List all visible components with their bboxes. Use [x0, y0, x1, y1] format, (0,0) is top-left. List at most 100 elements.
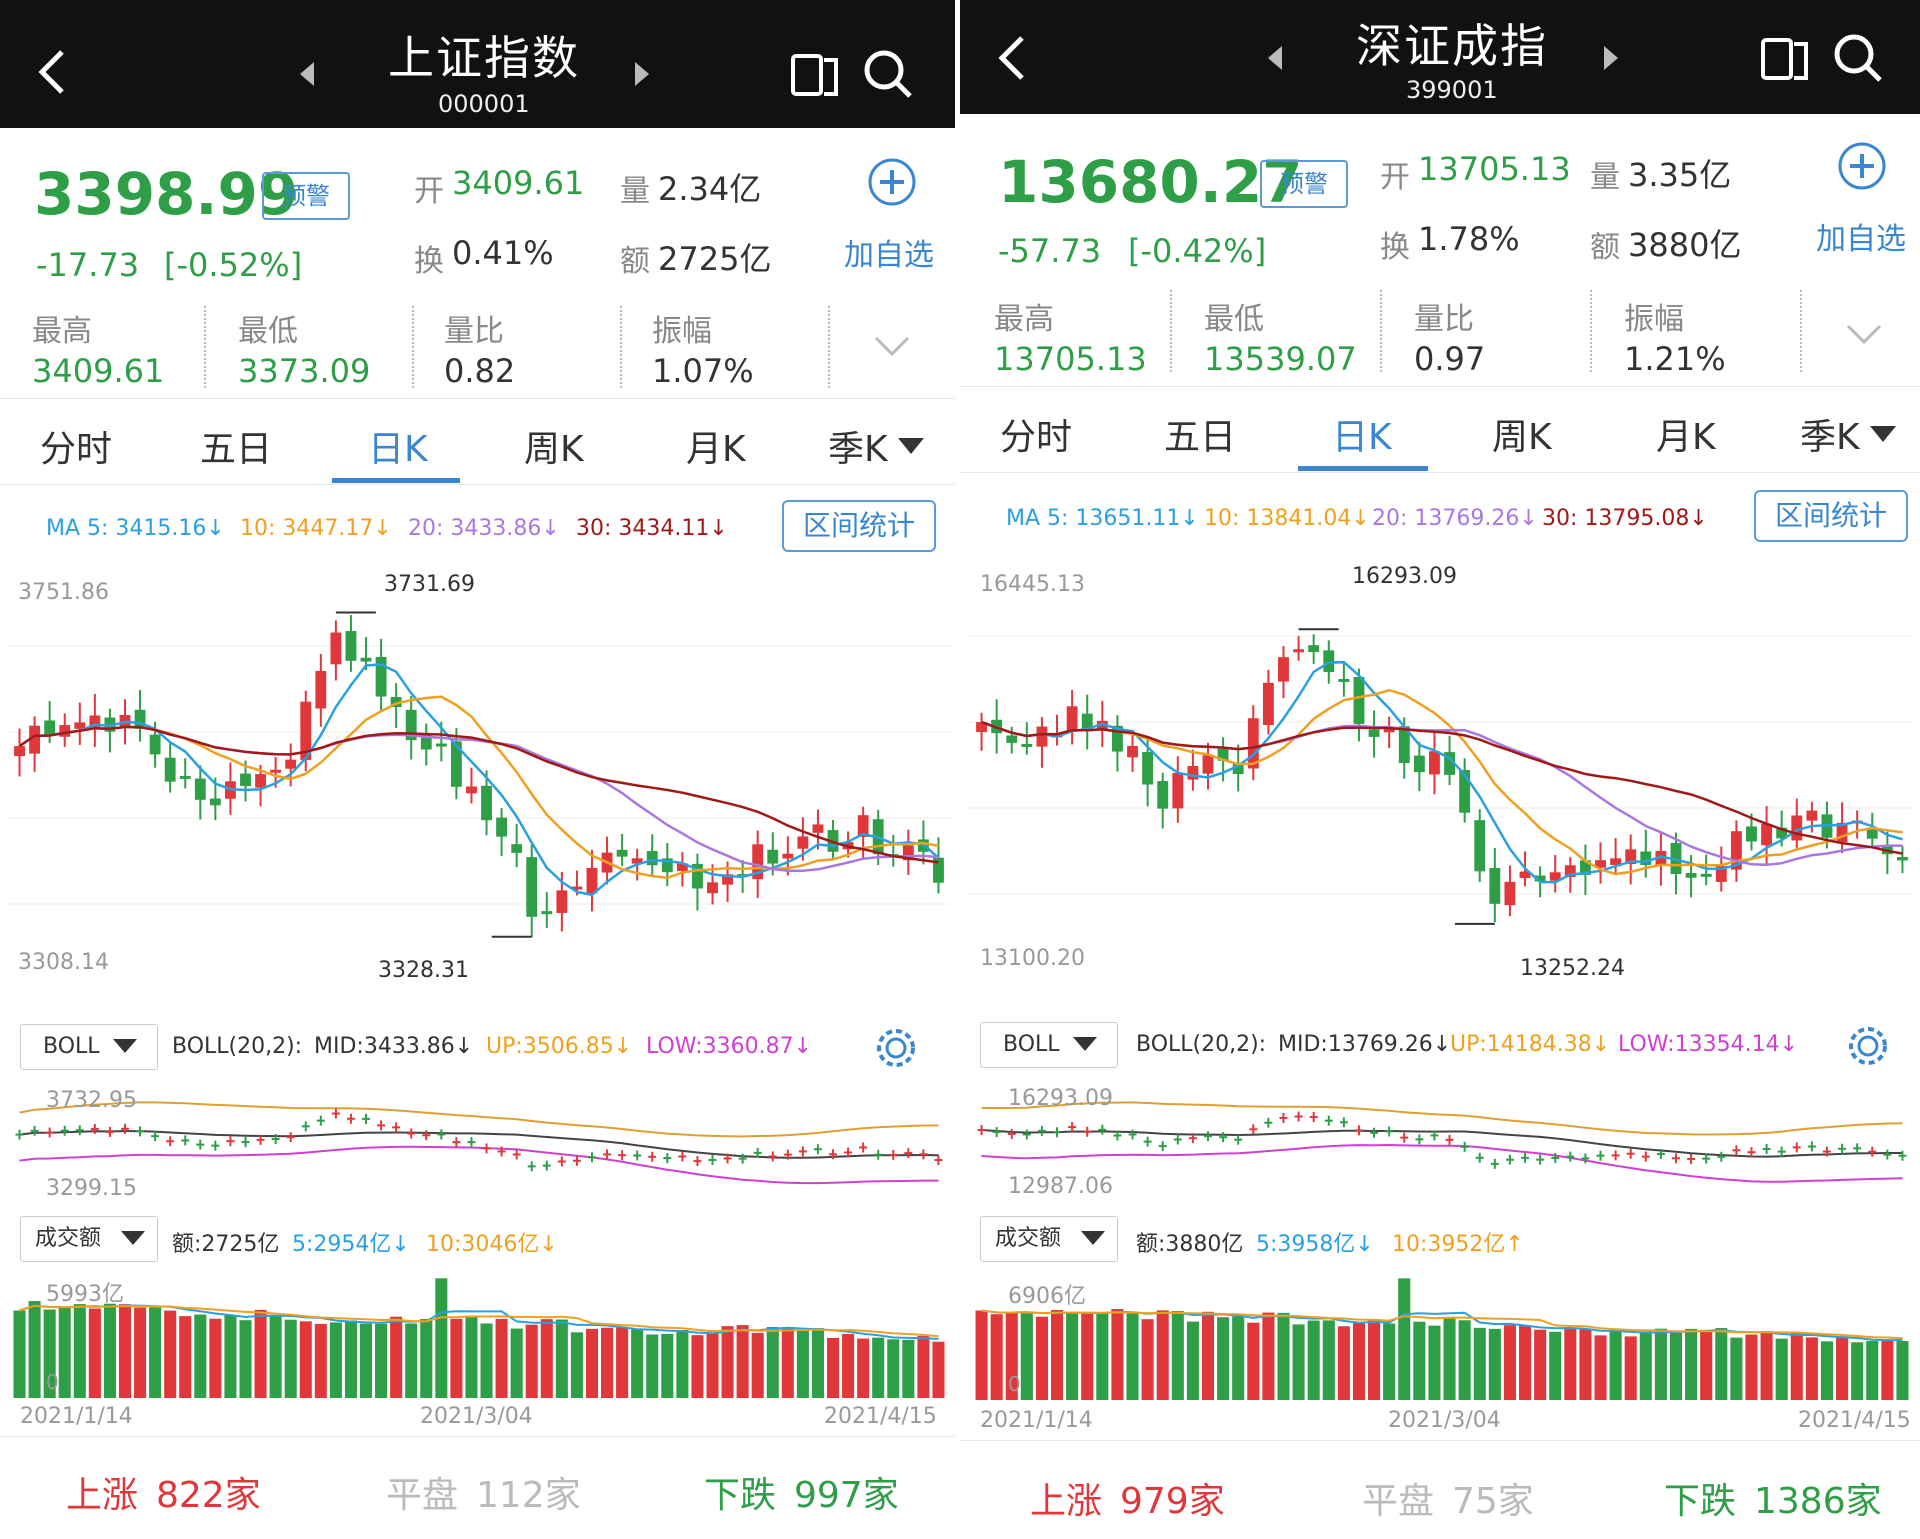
add-icon[interactable] [1836, 140, 1888, 192]
candle-body [1262, 682, 1274, 726]
next-arrow-icon[interactable] [635, 62, 649, 86]
amount-bar [239, 1320, 252, 1398]
candle-body [240, 773, 251, 787]
expand-chevron-icon[interactable] [1844, 322, 1884, 348]
prev-arrow-icon[interactable] [1268, 46, 1282, 70]
tab-monthly-k[interactable]: 月K [1656, 417, 1716, 458]
settings-gear-icon[interactable] [872, 1024, 920, 1072]
alert-button[interactable]: 预警 [1260, 160, 1348, 208]
candle-body [976, 722, 987, 733]
tab-daily-k[interactable]: 日K [1332, 417, 1392, 458]
indicator-select-boll[interactable]: BOLL [980, 1022, 1118, 1068]
dropdown-triangle-icon[interactable] [1870, 426, 1896, 444]
candle-body [1776, 827, 1788, 839]
price-change-pct: [-0.52%] [164, 246, 303, 284]
tab-quarterly-k[interactable]: 季K [1800, 417, 1860, 458]
amount-bar [932, 1341, 945, 1398]
back-icon[interactable] [996, 34, 1028, 82]
amount-bar [601, 1327, 614, 1398]
candle-body [1323, 650, 1335, 672]
index-code: 000001 [438, 90, 530, 118]
decliners-count: 997家 [794, 1475, 899, 1516]
add-watchlist-button[interactable]: 加自选 [1816, 222, 1906, 257]
candle-body [797, 836, 809, 849]
tab-weekly-k[interactable]: 周K [524, 429, 584, 470]
amount-bar [1368, 1320, 1381, 1400]
add-icon[interactable] [866, 156, 918, 208]
expand-chevron-icon[interactable] [872, 334, 912, 360]
dropdown-triangle-icon[interactable] [898, 438, 924, 456]
indicator-select-amount[interactable]: 成交额 [980, 1216, 1118, 1262]
indicator-select-amount[interactable]: 成交额 [20, 1216, 158, 1262]
tab-five-day[interactable]: 五日 [200, 429, 273, 470]
ma30-value: 30: 13795.08↓ [1542, 506, 1708, 531]
candle-body [1217, 748, 1229, 761]
amount-bar [1518, 1325, 1532, 1400]
add-watchlist-button[interactable]: 加自选 [844, 238, 934, 273]
tab-five-day[interactable]: 五日 [1164, 417, 1237, 458]
divider [0, 398, 955, 399]
amount-bar [314, 1323, 327, 1398]
amount-bar [1549, 1331, 1562, 1400]
kline-high-marker: 3731.69 [384, 572, 475, 597]
search-icon[interactable] [1832, 32, 1884, 84]
candle-body [420, 733, 432, 750]
candle-body [209, 798, 221, 806]
candle-body [586, 867, 598, 894]
amount-bar [1730, 1337, 1743, 1400]
stat-high-value: 3409.61 [32, 352, 165, 390]
landscape-icon[interactable] [1760, 34, 1810, 82]
candle-body [541, 911, 553, 915]
tab-daily-k[interactable]: 日K [368, 429, 428, 470]
current-price: 3398.99 [34, 160, 299, 228]
amount-bar [1171, 1311, 1184, 1400]
ma30-line [981, 720, 1903, 855]
decliners-count: 1386家 [1754, 1481, 1882, 1522]
candle-body [315, 670, 327, 709]
candle-body [1383, 729, 1395, 733]
tab-weekly-k[interactable]: 周K [1492, 417, 1552, 458]
stat-high-value: 13705.13 [994, 340, 1147, 378]
settings-gear-icon[interactable] [1844, 1022, 1892, 1070]
tab-quarterly-k[interactable]: 季K [828, 429, 888, 470]
prev-arrow-icon[interactable] [300, 62, 314, 86]
tab-monthly-k[interactable]: 月K [686, 429, 746, 470]
candle-body [1127, 745, 1138, 758]
range-stats-button[interactable]: 区间统计 [1754, 490, 1908, 542]
landscape-icon[interactable] [790, 50, 840, 98]
indicator-select-boll[interactable]: BOLL [20, 1024, 158, 1070]
candle-body [722, 874, 733, 885]
amount-bar [1820, 1341, 1834, 1400]
date-end: 2021/4/15 [1798, 1408, 1911, 1433]
amount-bar [1669, 1332, 1683, 1400]
unchanged-label: 平盘 [1362, 1481, 1435, 1522]
amount-bar [420, 1319, 433, 1398]
advancers-count: 822家 [156, 1475, 261, 1516]
back-icon[interactable] [36, 48, 68, 96]
amount-bar [585, 1328, 599, 1398]
amount-bar [13, 1310, 26, 1398]
amount-bar [1896, 1341, 1909, 1400]
turnover-label: 换 [414, 244, 444, 279]
tab-intraday[interactable]: 分时 [40, 429, 113, 470]
amount-zero-label: 0 [1008, 1372, 1021, 1396]
alert-button[interactable]: 预警 [262, 172, 350, 220]
dropdown-triangle-icon [121, 1231, 145, 1245]
stat-high-label: 最高 [994, 302, 1054, 337]
amount-top-label: 5993亿 [46, 1282, 124, 1307]
candle-body [1836, 822, 1848, 843]
amount-bar [1081, 1313, 1094, 1400]
candle-body [405, 709, 417, 741]
next-arrow-icon[interactable] [1604, 46, 1618, 70]
candle-body [270, 769, 282, 773]
range-stats-button[interactable]: 区间统计 [782, 500, 936, 552]
candle-body [646, 851, 658, 866]
amount-ma10-line [981, 1309, 1903, 1340]
amount-indicator-value: 额:2725亿 [172, 1232, 280, 1257]
candle-body [1685, 873, 1697, 878]
amount-bar [676, 1330, 689, 1398]
boll-bottom-label: 3299.15 [46, 1176, 137, 1201]
tab-intraday[interactable]: 分时 [1000, 417, 1073, 458]
search-icon[interactable] [862, 48, 914, 100]
candle-body [1036, 726, 1048, 747]
